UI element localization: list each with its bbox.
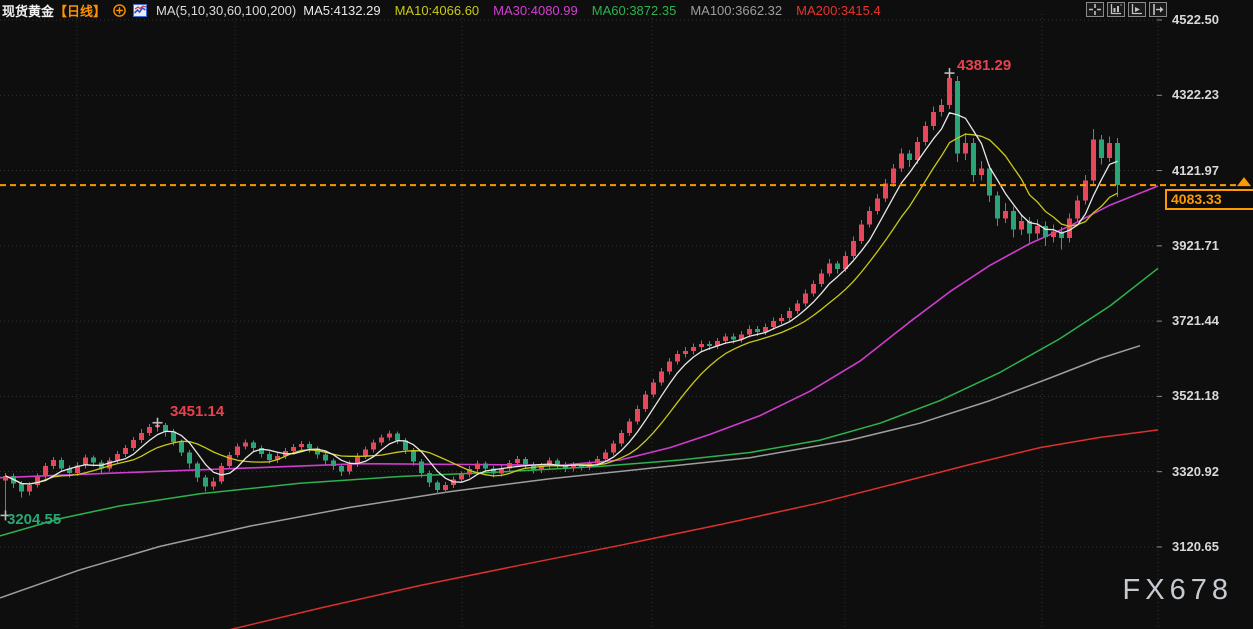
svg-text:3451.14: 3451.14 (170, 403, 225, 420)
ma100-line (0, 344, 1141, 599)
ma5-line (5, 112, 1118, 485)
extreme-annotation: 4381.29 (944, 57, 1011, 79)
y-axis-label: 3521.18 (1172, 388, 1219, 404)
y-axis-label: 3320.92 (1172, 463, 1219, 479)
instrument-title: 现货黄金【日线】 (2, 1, 106, 20)
axis-chart-icon[interactable] (1107, 2, 1125, 17)
chart-toolbar (1086, 2, 1167, 17)
ma-parameters-label: MA(5,10,30,60,100,200) (156, 2, 297, 18)
watermark: FX678 (1122, 574, 1233, 606)
y-axis-label: 3721.44 (1172, 313, 1219, 329)
ma-value-label: MA5:4132.29 (303, 2, 381, 18)
ma-value-label: MA10:4066.60 (394, 2, 480, 18)
play-chart-icon[interactable] (1128, 2, 1146, 17)
y-axis-label: 4322.23 (1172, 87, 1219, 103)
svg-text:3204.55: 3204.55 (7, 511, 61, 528)
crosshair-icon[interactable] (1086, 2, 1104, 17)
ma200-line (229, 429, 1159, 629)
chart-header: 现货黄金【日线】 MA(5,10,30,60,100,200) MA5:4132… (2, 1, 881, 19)
svg-text:4381.29: 4381.29 (957, 57, 1011, 74)
instrument-name: 现货黄金 (2, 3, 55, 19)
price-arrow-icon (1237, 177, 1251, 187)
ma60-line (0, 267, 1159, 537)
ma-value-label: MA30:4080.99 (493, 2, 578, 18)
ma-value-label: MA200:3415.4 (796, 2, 881, 18)
extreme-annotation: 3204.55 (0, 510, 61, 528)
grid-layer (0, 14, 1159, 629)
add-indicator-icon[interactable] (113, 3, 126, 17)
ma-value-label: MA100:3662.32 (690, 2, 783, 18)
mini-chart-logo-icon[interactable] (133, 3, 148, 17)
ma-value-label: MA60:3872.35 (591, 2, 677, 18)
exit-right-icon[interactable] (1149, 2, 1167, 17)
y-axis-label: 3120.65 (1172, 538, 1219, 554)
y-axis-label: 4522.50 (1172, 12, 1219, 27)
candles-layer (3, 73, 1120, 516)
extreme-annotation: 3451.14 (152, 403, 225, 428)
y-axis-label: 3921.71 (1172, 237, 1219, 253)
y-axis-label: 4121.97 (1172, 162, 1219, 178)
current-price-label: 4083.33 (1165, 189, 1253, 211)
timeframe-label: 【日线】 (54, 3, 107, 19)
ma-values-row: MA5:4132.29 MA10:4066.60 MA30:4080.99 MA60:… (303, 3, 880, 18)
